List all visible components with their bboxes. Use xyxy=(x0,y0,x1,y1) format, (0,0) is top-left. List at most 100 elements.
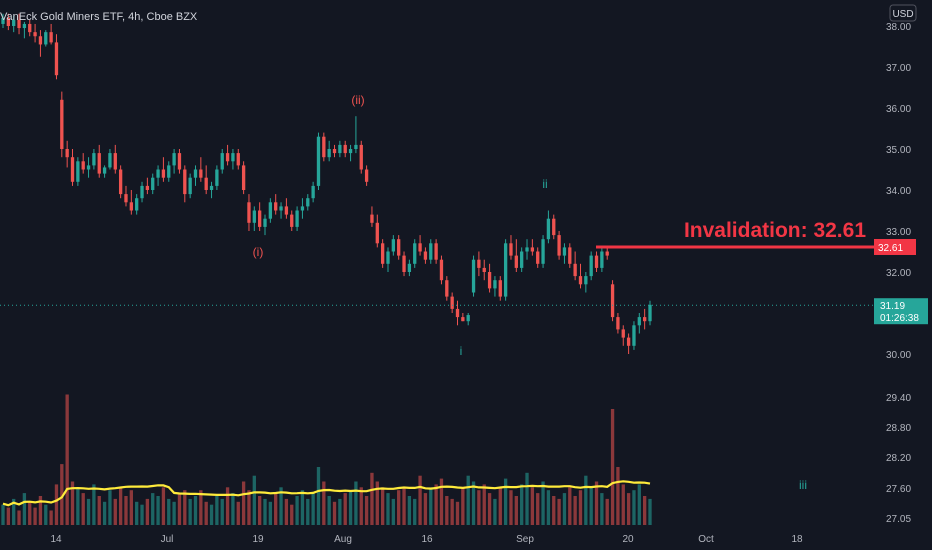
candle xyxy=(54,34,59,80)
candle-body xyxy=(258,210,262,227)
candle xyxy=(391,235,395,256)
candle-body xyxy=(204,177,208,190)
price-tick-label: 27.05 xyxy=(886,514,911,525)
time-axis[interactable]: 14 Jul 19 Aug 16 Sep 20 Oct 18 xyxy=(50,534,803,545)
candle xyxy=(493,276,497,297)
candle xyxy=(38,30,43,57)
symbol-title[interactable]: VanEck Gold Miners ETF, 4h, Cboe BZX xyxy=(0,11,198,23)
candle-body xyxy=(418,243,422,252)
candle xyxy=(418,235,422,256)
candle xyxy=(637,313,641,334)
volume-bar xyxy=(118,487,123,525)
candle-body xyxy=(28,23,32,33)
candle xyxy=(445,276,449,301)
candle-body xyxy=(626,337,631,346)
candle-body xyxy=(92,153,96,166)
volume-bar xyxy=(418,475,422,525)
volume-bar xyxy=(439,478,444,525)
candle xyxy=(215,165,219,190)
candle xyxy=(509,235,513,260)
wave-label: ii xyxy=(542,177,547,191)
candle xyxy=(343,140,347,158)
candle xyxy=(247,194,251,231)
candle-body xyxy=(348,149,353,154)
volume-bar xyxy=(616,467,620,525)
candle-body xyxy=(263,218,267,227)
candle-body xyxy=(498,280,502,297)
candle xyxy=(284,198,289,219)
candle-body xyxy=(6,17,11,26)
candle xyxy=(429,239,433,264)
wave-label: iii xyxy=(799,478,807,492)
volume-bar xyxy=(648,498,652,525)
volume-bar xyxy=(455,501,460,525)
candle xyxy=(546,210,551,244)
candle-body xyxy=(54,42,59,76)
candle-body xyxy=(209,185,214,190)
candle-body xyxy=(60,99,64,149)
candle-body xyxy=(274,202,278,211)
candle xyxy=(487,263,492,293)
volume-bar xyxy=(498,487,502,525)
candle-body xyxy=(124,194,128,203)
volume-bar xyxy=(183,490,187,525)
candle-body xyxy=(188,177,192,195)
candle-body xyxy=(279,206,283,211)
volume-bar xyxy=(380,487,385,525)
candle xyxy=(263,214,267,236)
candle-body xyxy=(493,280,497,289)
candle-body xyxy=(413,243,417,264)
volume-bar xyxy=(6,507,11,525)
volume-bar xyxy=(386,493,390,525)
candle-body xyxy=(252,210,256,223)
volume-bar xyxy=(477,490,481,525)
candle-body xyxy=(113,153,117,170)
candle-body xyxy=(322,136,326,158)
candle xyxy=(525,239,529,260)
time-tick-label: Sep xyxy=(516,534,534,545)
candle xyxy=(407,259,412,277)
candle-body xyxy=(642,317,647,322)
volume-bar xyxy=(193,496,198,525)
currency-button[interactable] xyxy=(889,4,917,22)
candle-body xyxy=(167,165,171,178)
candle xyxy=(204,165,208,195)
candle-body xyxy=(616,317,620,330)
candle xyxy=(520,247,524,272)
candle xyxy=(316,132,321,190)
candle xyxy=(108,149,112,170)
candle-body xyxy=(407,263,412,272)
candle-body xyxy=(183,169,187,195)
candle xyxy=(450,292,454,313)
candle-body xyxy=(86,165,91,170)
candle xyxy=(236,149,240,170)
candle xyxy=(97,144,101,178)
volume-bar xyxy=(434,484,438,525)
candle-body xyxy=(477,259,481,268)
candle-body xyxy=(380,243,385,264)
candle xyxy=(49,23,53,45)
candle-body xyxy=(231,153,235,162)
candle-body xyxy=(600,251,604,268)
volume-bar xyxy=(509,490,513,525)
candle-body xyxy=(605,251,609,256)
volume-bar xyxy=(135,501,139,525)
volume-bar xyxy=(407,496,412,525)
volume-bar xyxy=(546,490,551,525)
candle-body xyxy=(455,308,460,318)
candle-body xyxy=(552,218,556,236)
volume-bar xyxy=(252,475,256,525)
candle-body xyxy=(536,251,540,264)
candle xyxy=(1,13,5,29)
candle-body xyxy=(290,214,294,227)
candle-body xyxy=(151,177,155,190)
candle-body xyxy=(439,259,444,281)
candle-body xyxy=(97,153,101,174)
volume-bar xyxy=(300,490,305,525)
candle-body xyxy=(311,185,315,199)
invalidation-annotation: Invalidation: 32.61 xyxy=(684,219,866,242)
volume-bar xyxy=(557,498,561,525)
candle xyxy=(471,255,476,297)
volume-bar xyxy=(145,498,150,525)
